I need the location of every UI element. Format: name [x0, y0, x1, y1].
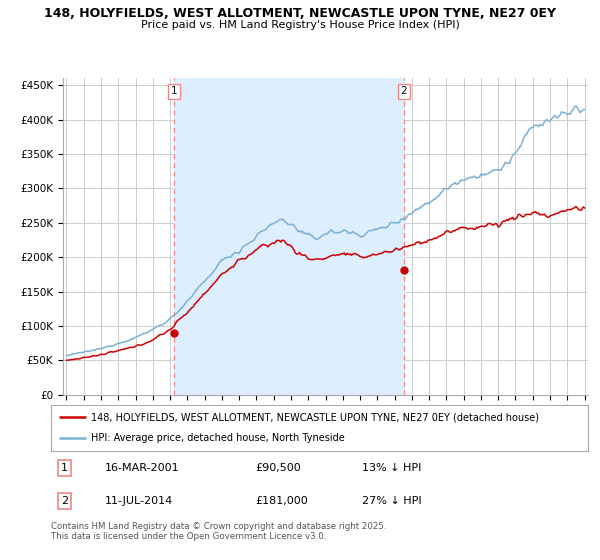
Text: Price paid vs. HM Land Registry's House Price Index (HPI): Price paid vs. HM Land Registry's House … [140, 20, 460, 30]
Text: 13% ↓ HPI: 13% ↓ HPI [362, 463, 422, 473]
Text: Contains HM Land Registry data © Crown copyright and database right 2025.
This d: Contains HM Land Registry data © Crown c… [51, 522, 386, 542]
Text: 1: 1 [61, 463, 68, 473]
Text: £181,000: £181,000 [255, 496, 308, 506]
Bar [173, 78, 404, 395]
Text: £90,500: £90,500 [255, 463, 301, 473]
Text: 148, HOLYFIELDS, WEST ALLOTMENT, NEWCASTLE UPON TYNE, NE27 0EY (detached house): 148, HOLYFIELDS, WEST ALLOTMENT, NEWCAST… [91, 412, 539, 422]
Text: 1: 1 [170, 86, 177, 96]
Text: 27% ↓ HPI: 27% ↓ HPI [362, 496, 422, 506]
Text: 148, HOLYFIELDS, WEST ALLOTMENT, NEWCASTLE UPON TYNE, NE27 0EY: 148, HOLYFIELDS, WEST ALLOTMENT, NEWCAST… [44, 7, 556, 20]
Text: 2: 2 [400, 86, 407, 96]
Text: HPI: Average price, detached house, North Tyneside: HPI: Average price, detached house, Nort… [91, 433, 345, 444]
Text: 2: 2 [61, 496, 68, 506]
Text: 11-JUL-2014: 11-JUL-2014 [105, 496, 173, 506]
Text: 16-MAR-2001: 16-MAR-2001 [105, 463, 179, 473]
